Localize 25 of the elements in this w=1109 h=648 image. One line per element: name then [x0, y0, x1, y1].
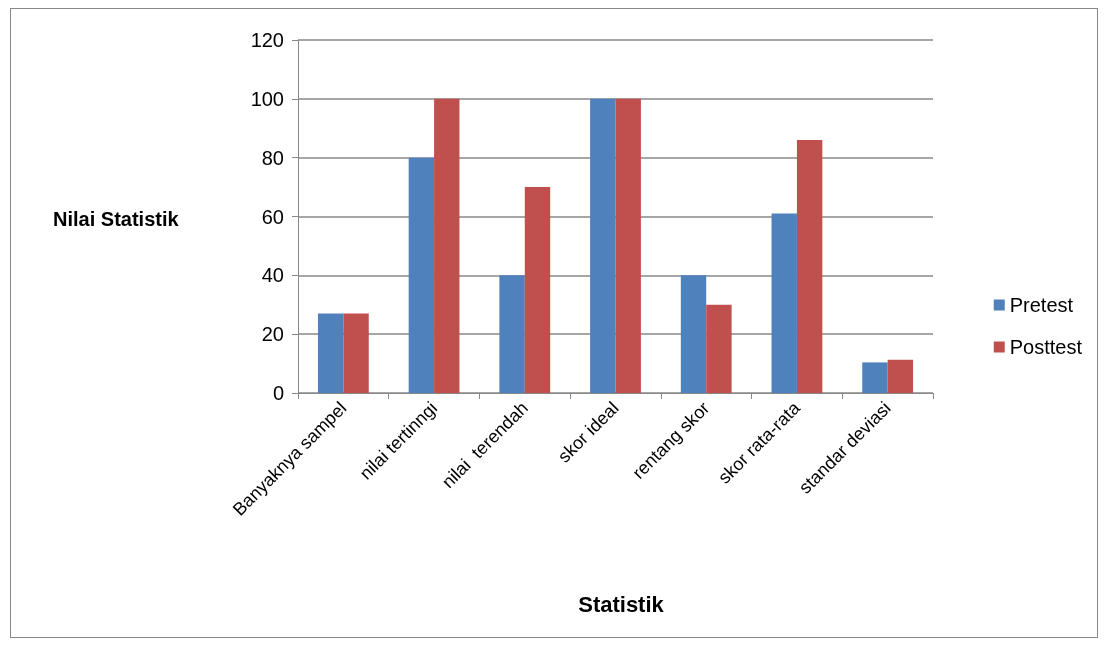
bar	[862, 362, 888, 393]
bar	[590, 98, 616, 393]
bar	[408, 157, 435, 393]
bar	[434, 98, 460, 393]
bar	[343, 313, 369, 393]
bar	[499, 275, 525, 393]
legend-label: Posttest	[1009, 336, 1083, 358]
bar	[796, 140, 823, 393]
y-axis-title: Nilai Statistik	[53, 208, 180, 230]
bar	[771, 213, 797, 393]
bar	[317, 313, 344, 393]
y-tick-label: 60	[261, 205, 284, 228]
y-tick-label: 100	[250, 87, 284, 110]
bar	[887, 359, 914, 393]
bar	[680, 275, 707, 393]
bar	[524, 187, 551, 393]
y-tick-label: 20	[261, 323, 284, 346]
x-axis-title: Statistik	[578, 591, 665, 617]
y-tick-label: 0	[272, 382, 284, 404]
y-tick-label: 120	[250, 29, 284, 51]
y-tick-label: 80	[261, 146, 284, 169]
bar	[615, 98, 641, 393]
bar	[706, 304, 732, 393]
y-tick-label: 40	[261, 264, 284, 287]
legend-label: Pretest	[1009, 294, 1074, 316]
